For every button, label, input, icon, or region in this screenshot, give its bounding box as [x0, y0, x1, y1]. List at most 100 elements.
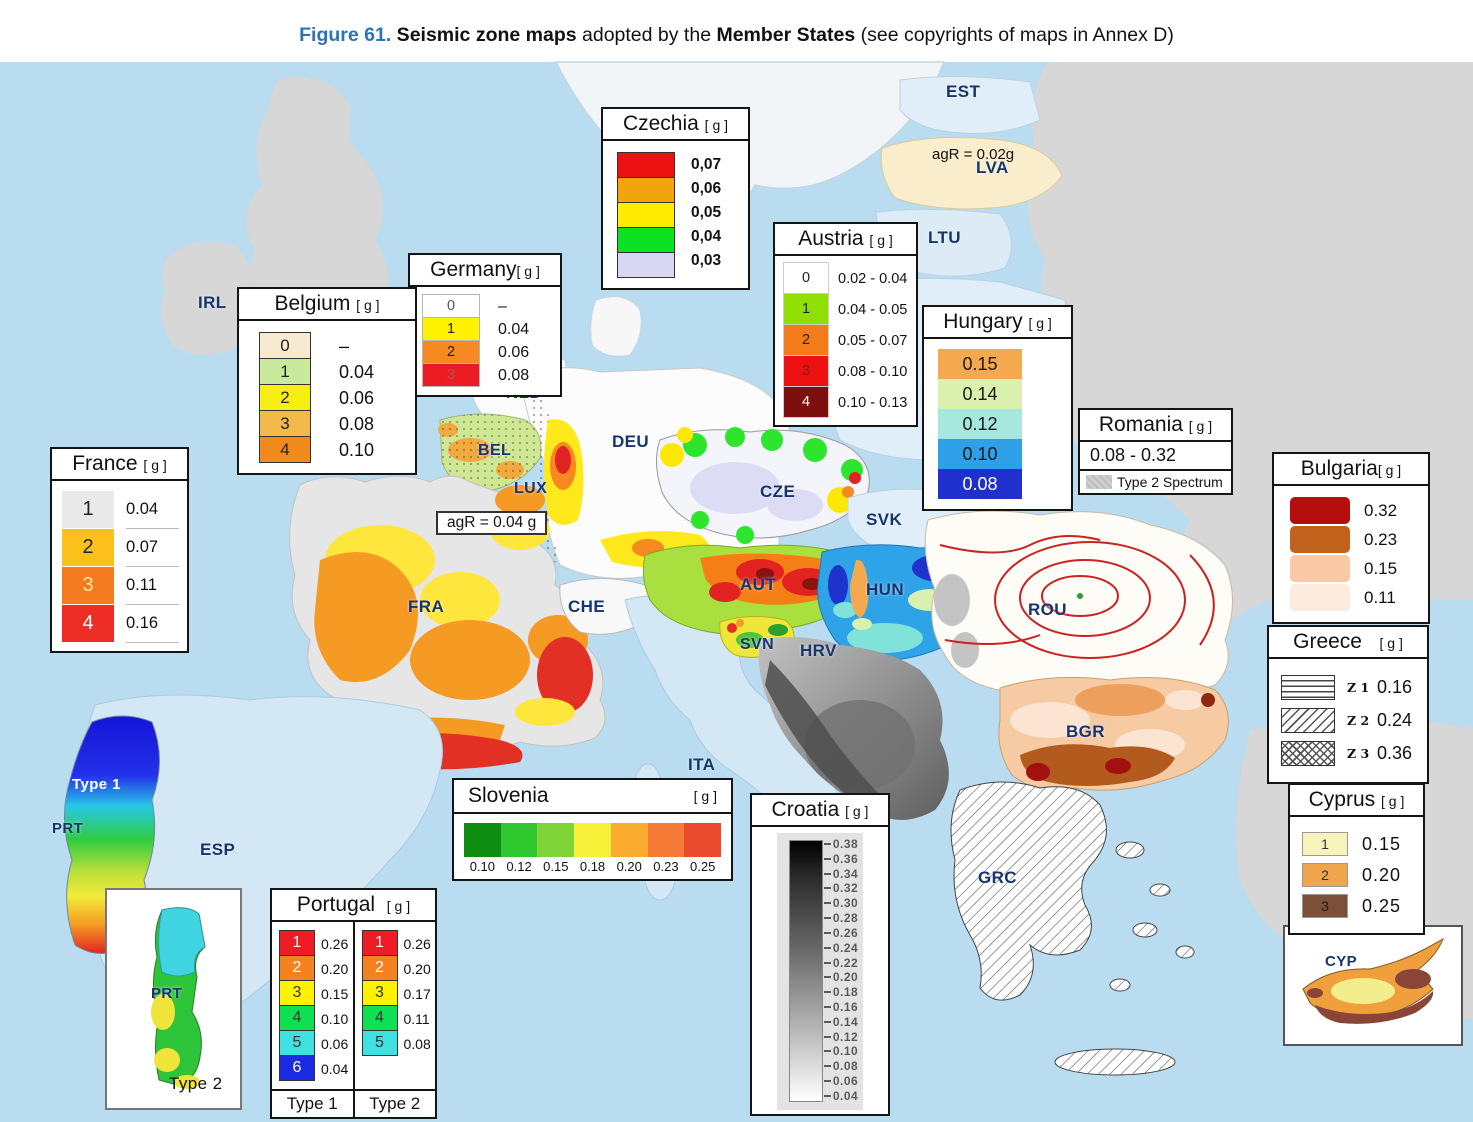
zone-swatch: 5 — [279, 1030, 315, 1056]
legend-czechia-body: 0,07 0,06 0,05 0,04 0,03 — [603, 141, 748, 288]
type1-label: Type 1 — [272, 1091, 355, 1117]
legend-row: Z 1 0.16 — [1281, 675, 1421, 700]
color-swatch — [617, 152, 675, 178]
tick: 0.12 — [823, 1030, 858, 1044]
tick: 0.30 — [823, 896, 858, 910]
legend-cyprus-title: Cyprus [ g ] — [1290, 785, 1423, 817]
legend-values: 0.10 0.12 0.15 0.18 0.20 0.23 0.25 — [469, 859, 716, 874]
color-swatch — [574, 823, 611, 857]
country-shape-romania — [924, 510, 1233, 699]
type2-label: Type 2 — [369, 1094, 421, 1113]
tick-dash — [823, 946, 831, 949]
type2-column: 1 0.26 2 0.20 3 0.17 4 0.11 5 0.08 — [355, 922, 436, 1089]
legend-belgium: Belgium [ g ] 0– 1 0.04 2 0.06 3 0.08 4 0.10 — [237, 287, 417, 475]
cyprus-map — [1302, 937, 1444, 1024]
legend-row: 3 0.11 — [62, 567, 179, 605]
zone-swatch: 1 — [62, 491, 114, 528]
zone-swatch: 4 — [279, 1005, 315, 1031]
zone-swatch: 1 — [279, 930, 315, 956]
tick-dash — [823, 931, 831, 934]
label-type1: Type 1 — [72, 776, 121, 793]
legend-germany: Germany[ g ] 0– 1 0.04 2 0.06 3 0.08 — [408, 253, 562, 397]
legend-row: 2 0.20 — [1302, 863, 1417, 887]
legend-cyprus-body: 1 0.15 2 0.20 3 0.25 — [1290, 817, 1423, 933]
legend-row: 3 0.15 — [279, 980, 350, 1006]
legend-greece: Greece [ g ] Z 1 0.16 Z 2 0.24 Z 3 0.36 — [1267, 625, 1429, 784]
tick-dash — [823, 843, 831, 845]
tick: 0.14 — [823, 1015, 858, 1029]
legend-germany-title: Germany[ g ] — [410, 255, 560, 287]
figure-caption: Figure 61. Seismic zone maps adopted by … — [0, 24, 1473, 47]
country-shape-greece — [950, 781, 1195, 1076]
gradient-panel: 0.38 0.36 0.34 0.32 0.30 0.28 0.26 0.24 … — [776, 833, 864, 1110]
zone-swatch: 3 — [259, 410, 311, 437]
label-fra: FRA — [408, 597, 445, 616]
zone-swatch: 2 — [1302, 863, 1348, 887]
legend-row: 2 0.20 — [279, 955, 350, 981]
zone-swatch: 2 — [783, 324, 829, 356]
legend-czechia-title: Czechia [ g ] — [603, 109, 748, 141]
legend-portugal-title: Portugal [ g ] — [272, 890, 435, 922]
legend-row: 2 0.05 - 0.07 — [783, 324, 912, 356]
legend-bulgaria: Bulgaria[ g ] 0.32 0.23 0.15 0.11 — [1272, 452, 1430, 624]
label-che: CHE — [568, 597, 606, 616]
legend-row: 0.32 — [1290, 497, 1420, 524]
tick-dash — [823, 1035, 831, 1038]
zone-swatch: 3 — [783, 355, 829, 387]
legend-romania-range: 0.08 - 0.32 — [1080, 442, 1231, 471]
legend-row: 1 0.04 — [62, 491, 179, 529]
tick: 0.36 — [823, 852, 858, 866]
label-type2: Type 2 — [169, 1074, 223, 1093]
label-cyp: CYP — [1325, 953, 1358, 970]
zone-swatch: 3 — [62, 567, 114, 604]
legend-row: 0 0.02 - 0.04 — [783, 262, 912, 294]
color-ramp — [454, 814, 731, 857]
color-swatch — [647, 823, 685, 857]
legend-row: 2 0.06 — [259, 384, 407, 411]
zone-swatch: 0 — [783, 262, 829, 294]
value-swatch: 0.08 — [938, 469, 1022, 499]
tick-dash — [823, 917, 831, 920]
label-hun: HUN — [866, 580, 905, 599]
zone-swatch: 3 — [361, 980, 398, 1006]
tick: 0.22 — [823, 956, 858, 970]
legend-portugal-footer: Type 1 Type 2 — [272, 1089, 435, 1117]
legend-romania-title: Romania [ g ] — [1080, 410, 1231, 442]
legend-france-title: France [ g ] — [52, 449, 187, 481]
label-ltu: LTU — [928, 228, 961, 247]
type1-column: 1 0.26 2 0.20 3 0.15 4 0.10 5 0.06 6 0.04 — [272, 922, 355, 1089]
color-swatch — [1290, 526, 1350, 553]
legend-row: 1 0.26 — [361, 930, 433, 956]
color-swatch — [1290, 584, 1350, 611]
legend-austria-title: Austria [ g ] — [775, 224, 916, 256]
legend-hungary-body: 0.15 0.14 0.12 0.10 0.08 — [924, 339, 1071, 509]
zone-swatch: 4 — [783, 386, 829, 418]
portugal-type2-map — [151, 907, 206, 1089]
zone-swatch: 2 — [422, 340, 480, 364]
legend-row: 4 0.16 — [62, 605, 179, 643]
tick: 0.34 — [823, 867, 858, 881]
color-swatch — [1290, 555, 1350, 582]
color-swatch — [1290, 497, 1350, 524]
zone-swatch: 1 — [361, 930, 398, 956]
zone-swatch: 4 — [361, 1005, 398, 1031]
tick-dash — [823, 961, 831, 964]
legend-row: 3 0.25 — [1302, 894, 1417, 918]
legend-row: 0.11 — [1290, 584, 1420, 611]
label-irl: IRL — [198, 293, 227, 312]
legend-row: 3 0.08 - 0.10 — [783, 355, 912, 387]
color-swatch — [537, 823, 575, 857]
legend-greece-body: Z 1 0.16 Z 2 0.24 Z 3 0.36 — [1269, 659, 1427, 782]
legend-row: 0– — [422, 294, 552, 318]
gradient-ticks: 0.38 0.36 0.34 0.32 0.30 0.28 0.26 0.24 … — [823, 837, 858, 1103]
tick-dash — [823, 976, 831, 979]
tick-dash — [823, 1050, 831, 1053]
zone-swatch: 2 — [361, 955, 398, 981]
legend-hungary: Hungary [ g ] 0.15 0.14 0.12 0.10 0.08 — [922, 305, 1073, 511]
tick-dash — [823, 1065, 831, 1068]
legend-belgium-body: 0– 1 0.04 2 0.06 3 0.08 4 0.10 — [239, 321, 415, 473]
zone-swatch: 4 — [62, 605, 114, 642]
legend-cyprus: Cyprus [ g ] 1 0.15 2 0.20 3 0.25 — [1288, 783, 1425, 935]
legend-row: 1 0.26 — [279, 930, 350, 956]
